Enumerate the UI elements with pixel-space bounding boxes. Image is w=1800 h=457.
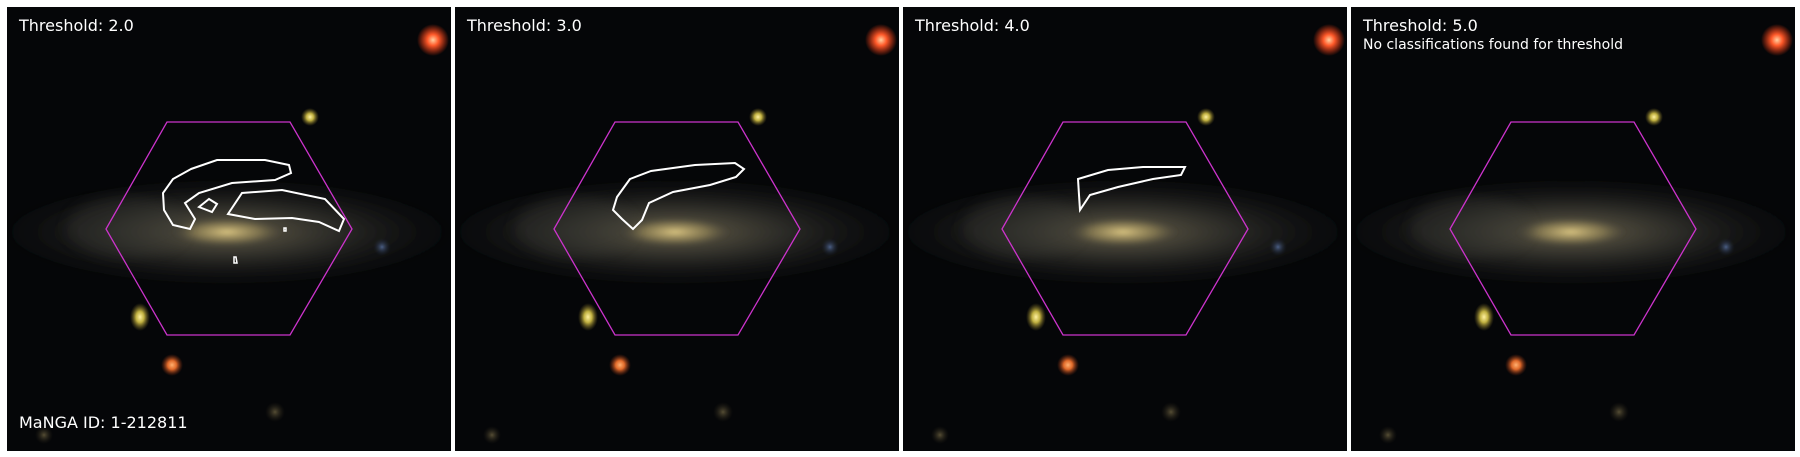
classification-contour	[197, 197, 219, 214]
classification-contour	[226, 188, 346, 233]
star	[301, 108, 319, 126]
galaxy-image	[903, 7, 1347, 451]
faint-source	[713, 402, 733, 422]
star	[749, 108, 767, 126]
faint-source	[1717, 238, 1735, 256]
faint-source	[265, 402, 285, 422]
bright-star	[865, 24, 897, 56]
faint-source	[1609, 402, 1629, 422]
panel-threshold-4: Threshold: 4.0	[903, 7, 1347, 451]
faint-source	[35, 426, 53, 444]
classification-contour	[233, 256, 238, 264]
panel-title: Threshold: 3.0	[467, 16, 582, 35]
panel-threshold-3: Threshold: 3.0	[455, 7, 899, 451]
star	[1505, 354, 1527, 376]
panel-title: Threshold: 5.0	[1363, 16, 1478, 35]
star	[578, 303, 598, 331]
panel-threshold-2: Threshold: 2.0 MaNGA ID: 1-212811	[7, 7, 451, 451]
bright-star	[417, 24, 449, 56]
classification-contour	[161, 159, 293, 231]
star	[161, 354, 183, 376]
ifu-hexagon	[1001, 121, 1249, 336]
star	[1057, 354, 1079, 376]
faint-source	[373, 238, 391, 256]
faint-source	[1269, 238, 1287, 256]
ifu-hexagon	[553, 121, 801, 336]
bright-star	[1761, 24, 1793, 56]
star	[1474, 303, 1494, 331]
ifu-hexagon	[105, 121, 353, 336]
manga-id-label: MaNGA ID: 1-212811	[19, 413, 188, 432]
faint-source	[483, 426, 501, 444]
classification-contour	[283, 227, 287, 232]
faint-source	[821, 238, 839, 256]
star	[1197, 108, 1215, 126]
galaxy-image	[1351, 7, 1795, 451]
faint-source	[1161, 402, 1181, 422]
panel-title: Threshold: 4.0	[915, 16, 1030, 35]
galaxy-image	[455, 7, 899, 451]
faint-source	[931, 426, 949, 444]
panel-threshold-5: Threshold: 5.0 No classifications found …	[1351, 7, 1795, 451]
classification-contour	[1076, 166, 1187, 214]
star	[1645, 108, 1663, 126]
galaxy-image	[7, 7, 451, 451]
ifu-hexagon	[1449, 121, 1697, 336]
faint-source	[1379, 426, 1397, 444]
panel-note: No classifications found for threshold	[1363, 37, 1623, 53]
bright-star	[1313, 24, 1345, 56]
star	[130, 303, 150, 331]
star	[609, 354, 631, 376]
classification-contour	[611, 161, 746, 231]
panel-title: Threshold: 2.0	[19, 16, 134, 35]
star	[1026, 303, 1046, 331]
